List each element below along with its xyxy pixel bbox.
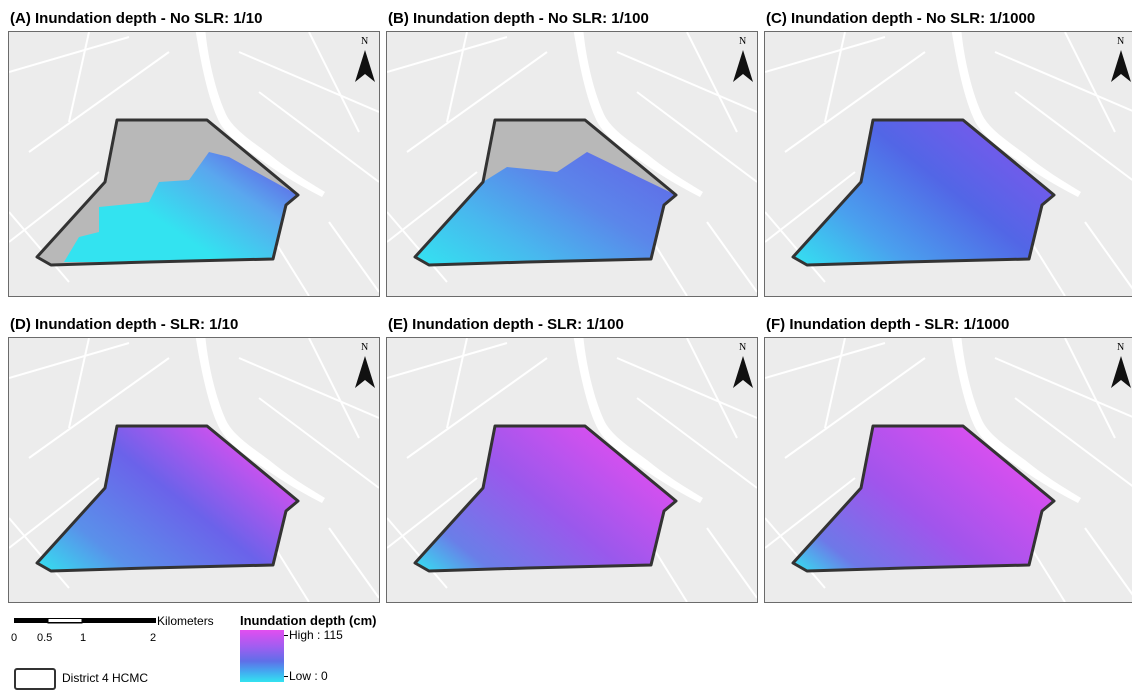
inundation-area: [793, 120, 1054, 265]
north-arrow-icon: [355, 50, 375, 82]
panel-title-c: (C) Inundation depth - No SLR: 1/1000: [766, 10, 1036, 27]
map-panel-f: N: [764, 337, 1132, 603]
district-boundary: [413, 118, 678, 267]
north-label: N: [739, 342, 746, 353]
panel-title-b: (B) Inundation depth - No SLR: 1/100: [388, 10, 649, 27]
inundation-area: [37, 426, 298, 571]
river: [573, 338, 703, 503]
legend-high-tick: [284, 635, 288, 636]
street-network: [9, 32, 379, 296]
inundation-map-f: N: [765, 338, 1132, 602]
street-network: [765, 338, 1132, 602]
river: [573, 32, 703, 197]
depth-color-ramp: [240, 630, 284, 682]
map-panel-a: N: [8, 31, 380, 297]
north-label: N: [361, 36, 368, 47]
panel-title-f: (F) Inundation depth - SLR: 1/1000: [766, 316, 1010, 333]
north-label: N: [1117, 36, 1124, 47]
inundation-map-b: N: [387, 32, 757, 296]
inundation-map-a: N: [9, 32, 379, 296]
north-arrow-icon: [733, 50, 753, 82]
legend-high-label: High : 115: [289, 628, 343, 642]
street-network: [765, 32, 1132, 296]
inundation-area: [793, 426, 1054, 571]
scale-tick-2: 2: [150, 632, 157, 644]
map-panel-e: N: [386, 337, 758, 603]
river: [951, 32, 1081, 197]
scale-tick-0: 0: [11, 632, 18, 644]
map-panel-c: N: [764, 31, 1132, 297]
river: [195, 32, 325, 197]
district-boundary: [791, 118, 1056, 267]
north-arrow-icon: [1111, 50, 1131, 82]
north-arrow-icon: [1111, 356, 1131, 388]
inundation-area: [64, 152, 298, 262]
district-boundary: [35, 424, 300, 573]
inundation-area: [417, 152, 676, 265]
inundation-map-e: N: [387, 338, 757, 602]
legend-title: Inundation depth (cm): [240, 613, 377, 628]
district-boundary-swatch: [14, 668, 56, 690]
scale-tick-0-5: 0.5: [37, 632, 53, 644]
panel-title-a: (A) Inundation depth - No SLR: 1/10: [10, 10, 263, 27]
panel-title-d: (D) Inundation depth - SLR: 1/10: [10, 316, 239, 333]
inundation-map-d: N: [9, 338, 379, 602]
inundation-map-c: N: [765, 32, 1132, 296]
scale-tick-1: 1: [80, 632, 87, 644]
north-arrow-icon: [733, 356, 753, 388]
inundation-area: [415, 426, 676, 571]
legend-low-label: Low : 0: [289, 669, 328, 683]
legend-low-tick: [284, 676, 288, 677]
district-legend-label: District 4 HCMC: [62, 671, 148, 685]
north-label: N: [1117, 342, 1124, 353]
district-boundary: [35, 118, 300, 267]
scale-bar: [14, 618, 156, 624]
north-label: N: [739, 36, 746, 47]
panel-title-e: (E) Inundation depth - SLR: 1/100: [388, 316, 624, 333]
district-boundary: [791, 424, 1056, 573]
street-network: [9, 338, 379, 602]
river: [951, 338, 1081, 503]
north-arrow-icon: [355, 356, 375, 388]
map-panel-d: N: [8, 337, 380, 603]
map-panel-b: N: [386, 31, 758, 297]
river: [195, 338, 325, 503]
district-boundary: [413, 424, 678, 573]
scale-unit-label: Kilometers: [157, 614, 214, 628]
north-label: N: [361, 342, 368, 353]
